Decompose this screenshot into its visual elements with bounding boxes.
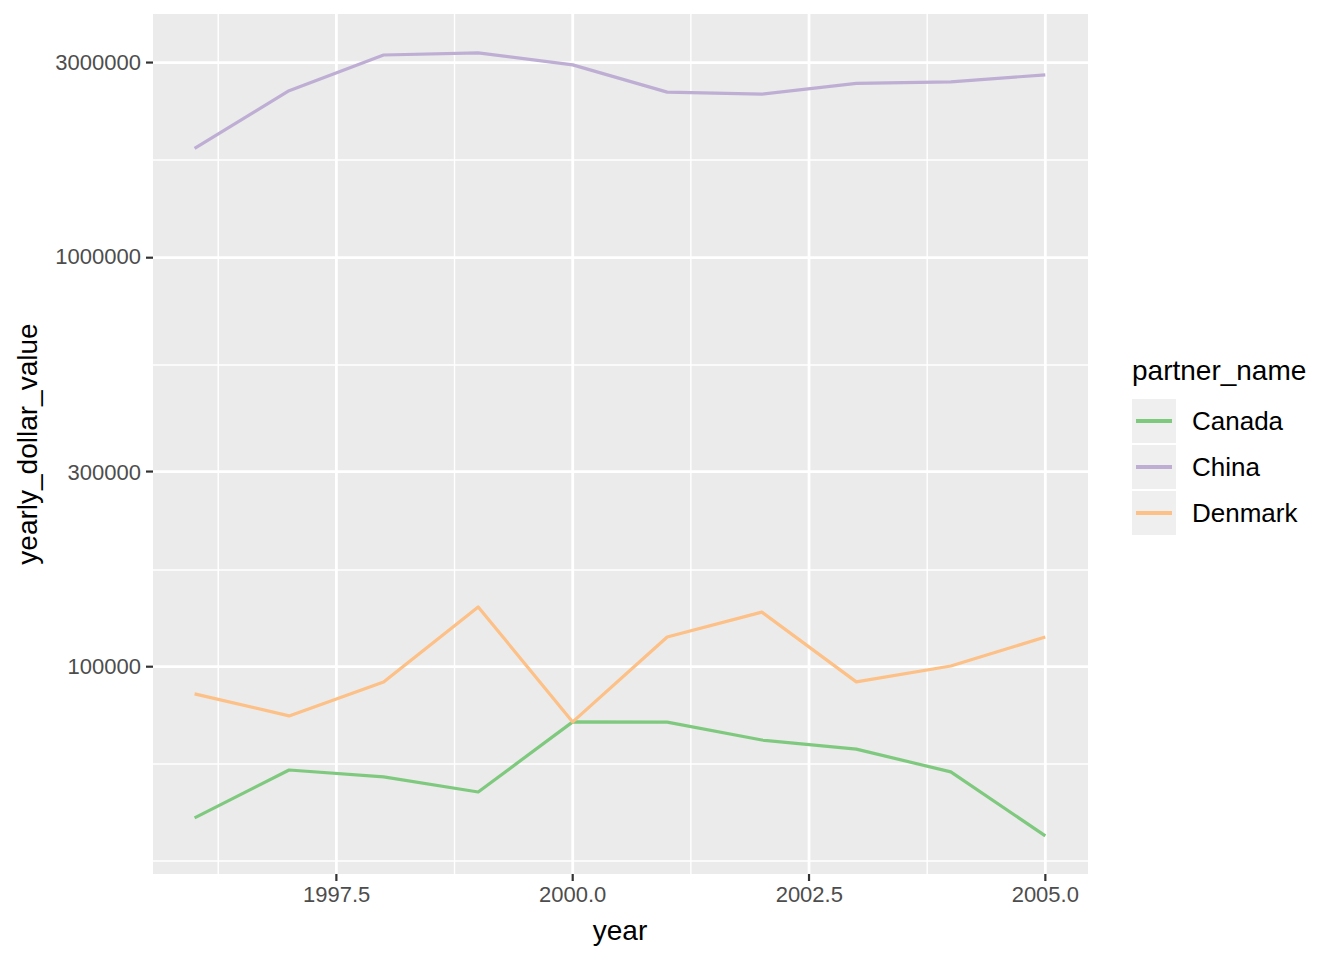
y-axis-title: yearly_dollar_value <box>14 244 42 644</box>
legend-label: Denmark <box>1192 500 1297 526</box>
y-tick-label: 3000000 <box>16 52 141 74</box>
legend-item-china: China <box>1132 444 1342 490</box>
legend-key <box>1132 445 1176 489</box>
legend-title: partner_name <box>1132 357 1342 385</box>
canada-line-swatch <box>1136 419 1172 423</box>
legend-key <box>1132 491 1176 535</box>
legend: partner_name Canada China Denmark <box>1132 357 1342 536</box>
plot-area: 100000 300000 1000000 3000000 1997.5 200… <box>0 0 1344 960</box>
legend-item-canada: Canada <box>1132 398 1342 444</box>
legend-label: China <box>1192 454 1260 480</box>
x-tick-label: 2005.0 <box>985 884 1105 906</box>
x-tick-label: 2002.5 <box>749 884 869 906</box>
x-axis-title: year <box>520 917 720 945</box>
y-tick-label: 100000 <box>16 656 141 678</box>
legend-key <box>1132 399 1176 443</box>
legend-label: Canada <box>1192 408 1283 434</box>
legend-item-denmark: Denmark <box>1132 490 1342 536</box>
x-tick-label: 2000.0 <box>513 884 633 906</box>
china-line-swatch <box>1136 465 1172 469</box>
x-tick-label: 1997.5 <box>277 884 397 906</box>
denmark-line-swatch <box>1136 511 1172 515</box>
